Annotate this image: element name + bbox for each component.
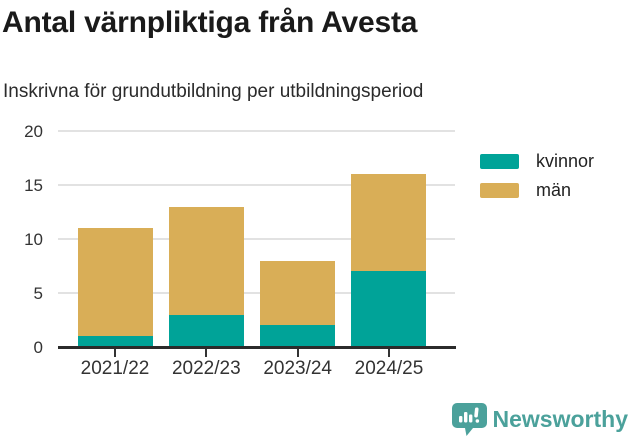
- x-tick-mark: [296, 349, 299, 357]
- gridline-y-15: [58, 184, 455, 186]
- gridline-y-5: [58, 292, 455, 294]
- chart-subtitle: Inskrivna för grundutbildning per utbild…: [3, 81, 424, 102]
- bar-segment-män: [260, 260, 336, 326]
- x-tick-label: 2022/23: [171, 358, 241, 379]
- x-tick-mark: [387, 349, 390, 357]
- bar-segment-kvinnor: [77, 336, 153, 347]
- gridline-y-10: [58, 238, 455, 240]
- y-tick-label: 5: [33, 284, 43, 303]
- x-tick-label: 2021/22: [80, 358, 150, 379]
- x-tick-label: 2023/24: [263, 358, 332, 379]
- legend: kvinnor män: [480, 151, 594, 209]
- bar-2024-25: [351, 131, 427, 347]
- bar-segment-kvinnor: [351, 271, 427, 347]
- y-tick-label: 15: [24, 176, 43, 195]
- bar-2023-24: [260, 131, 336, 347]
- bar-segment-män: [351, 174, 427, 272]
- legend-swatch-kvinnor: [480, 153, 519, 169]
- legend-label-kvinnor: kvinnor: [536, 151, 595, 171]
- bar-2022-23: [168, 131, 244, 347]
- bar-segment-kvinnor: [168, 314, 244, 347]
- newsworthy-wordmark: Newsworthy: [492, 405, 628, 432]
- bar-2021-22: [77, 131, 153, 347]
- newsworthy-logo-icon: [451, 403, 487, 436]
- bar-segment-kvinnor: [260, 325, 336, 347]
- legend-swatch-man: [480, 182, 519, 198]
- newsworthy-branding: Newsworthy: [451, 402, 628, 436]
- x-tick-mark: [114, 349, 116, 357]
- y-tick-label: 10: [24, 230, 43, 249]
- bar-segment-män: [168, 206, 244, 315]
- x-tick-mark: [205, 349, 208, 357]
- legend-label-man: män: [536, 180, 572, 200]
- chart-title: Antal värnpliktiga från Avesta: [2, 6, 418, 39]
- bar-segment-män: [77, 228, 153, 337]
- gridline-y-20: [58, 130, 455, 132]
- x-tick-label: 2024/25: [354, 358, 424, 379]
- x-axis-line: [58, 346, 456, 349]
- legend-item-kvinnor: kvinnor: [480, 151, 594, 171]
- y-tick-label: 20: [24, 122, 43, 141]
- legend-item-man: män: [480, 180, 594, 200]
- y-tick-label: 0: [33, 338, 43, 357]
